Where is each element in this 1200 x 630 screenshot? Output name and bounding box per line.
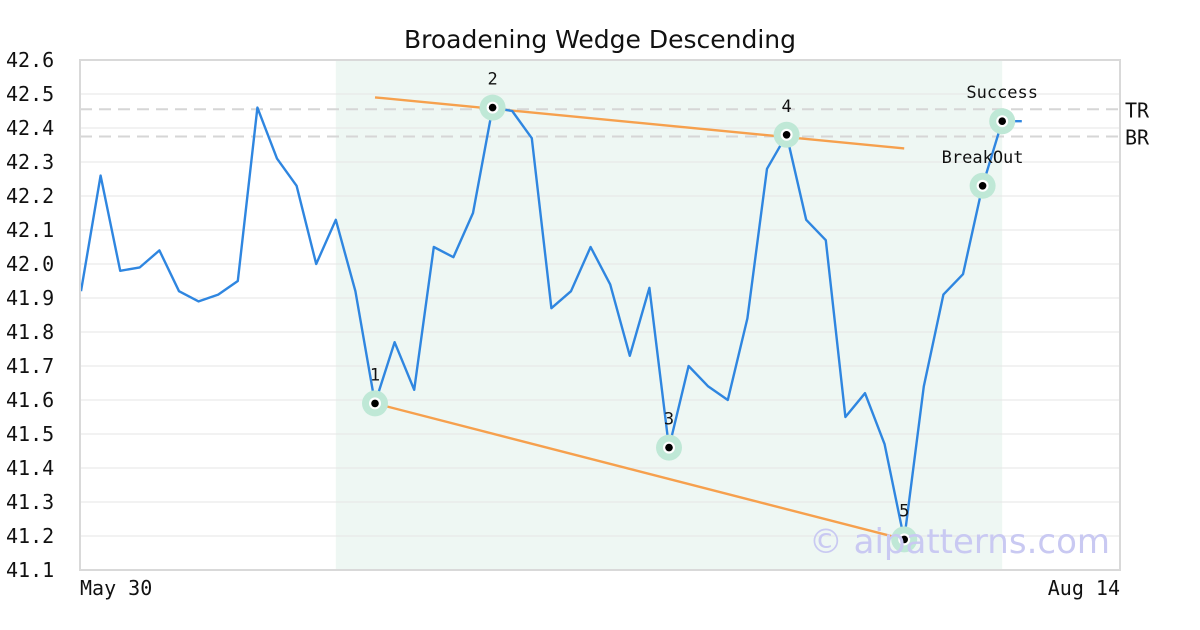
chart-title: Broadening Wedge Descending bbox=[404, 25, 796, 54]
y-tick-label: 41.8 bbox=[6, 320, 54, 344]
y-tick-label: 41.9 bbox=[6, 286, 54, 310]
marker-dot bbox=[371, 399, 379, 408]
marker-dot bbox=[900, 535, 908, 544]
trendline-lower bbox=[374, 402, 905, 541]
reference-label: TR bbox=[1125, 98, 1150, 122]
point-label: 3 bbox=[664, 410, 674, 430]
point-label: 1 bbox=[370, 365, 380, 385]
y-tick-label: 42.0 bbox=[6, 252, 54, 276]
plot-frame bbox=[79, 59, 1121, 571]
y-tick-label: 41.5 bbox=[6, 422, 54, 446]
x-tick-label: Aug 14 bbox=[1048, 576, 1120, 600]
y-axis-ticks: 42.6 42.5 42.4 42.3 42.2 42.1 42.0 41.9 41.8 41.7… bbox=[6, 48, 54, 582]
marker-dot bbox=[488, 103, 497, 112]
point-label: 5 bbox=[899, 501, 909, 521]
pattern-region bbox=[335, 60, 1003, 570]
y-tick-label: 42.1 bbox=[6, 218, 54, 242]
point-label: 4 bbox=[781, 97, 791, 117]
y-tick-label: 41.4 bbox=[6, 456, 54, 480]
y-tick-label: 42.3 bbox=[6, 150, 54, 174]
point-label: Success bbox=[966, 83, 1038, 103]
point-label: BreakOut bbox=[942, 148, 1024, 168]
y-tick-label: 41.6 bbox=[6, 388, 54, 412]
trendline-upper bbox=[374, 96, 905, 150]
x-axis-ticks: May 30 Aug 14 bbox=[80, 576, 1120, 600]
pattern-points: 1 2 3 4 5 BreakOut Success bbox=[362, 70, 1038, 553]
point-label: 2 bbox=[487, 70, 497, 90]
x-tick-label: May 30 bbox=[80, 576, 152, 600]
y-tick-label: 42.4 bbox=[6, 116, 54, 140]
reference-label: BR bbox=[1125, 126, 1150, 150]
marker-dot bbox=[782, 131, 791, 139]
grid-lines bbox=[80, 59, 1120, 571]
y-tick-label: 42.2 bbox=[6, 184, 54, 208]
y-tick-label: 41.3 bbox=[6, 490, 54, 514]
y-tick-label: 41.2 bbox=[6, 524, 54, 548]
marker-dot bbox=[978, 182, 987, 190]
marker-dot bbox=[998, 117, 1006, 125]
y-tick-label: 41.7 bbox=[6, 354, 54, 378]
watermark: © aipatterns.com bbox=[809, 522, 1110, 562]
reference-labels: TR BR bbox=[1125, 98, 1150, 149]
marker-dot bbox=[665, 443, 673, 452]
y-tick-label: 41.1 bbox=[6, 558, 54, 582]
price-line bbox=[79, 106, 1022, 541]
y-tick-label: 42.6 bbox=[6, 48, 54, 72]
y-tick-label: 42.5 bbox=[6, 82, 54, 106]
trendlines bbox=[374, 96, 905, 541]
